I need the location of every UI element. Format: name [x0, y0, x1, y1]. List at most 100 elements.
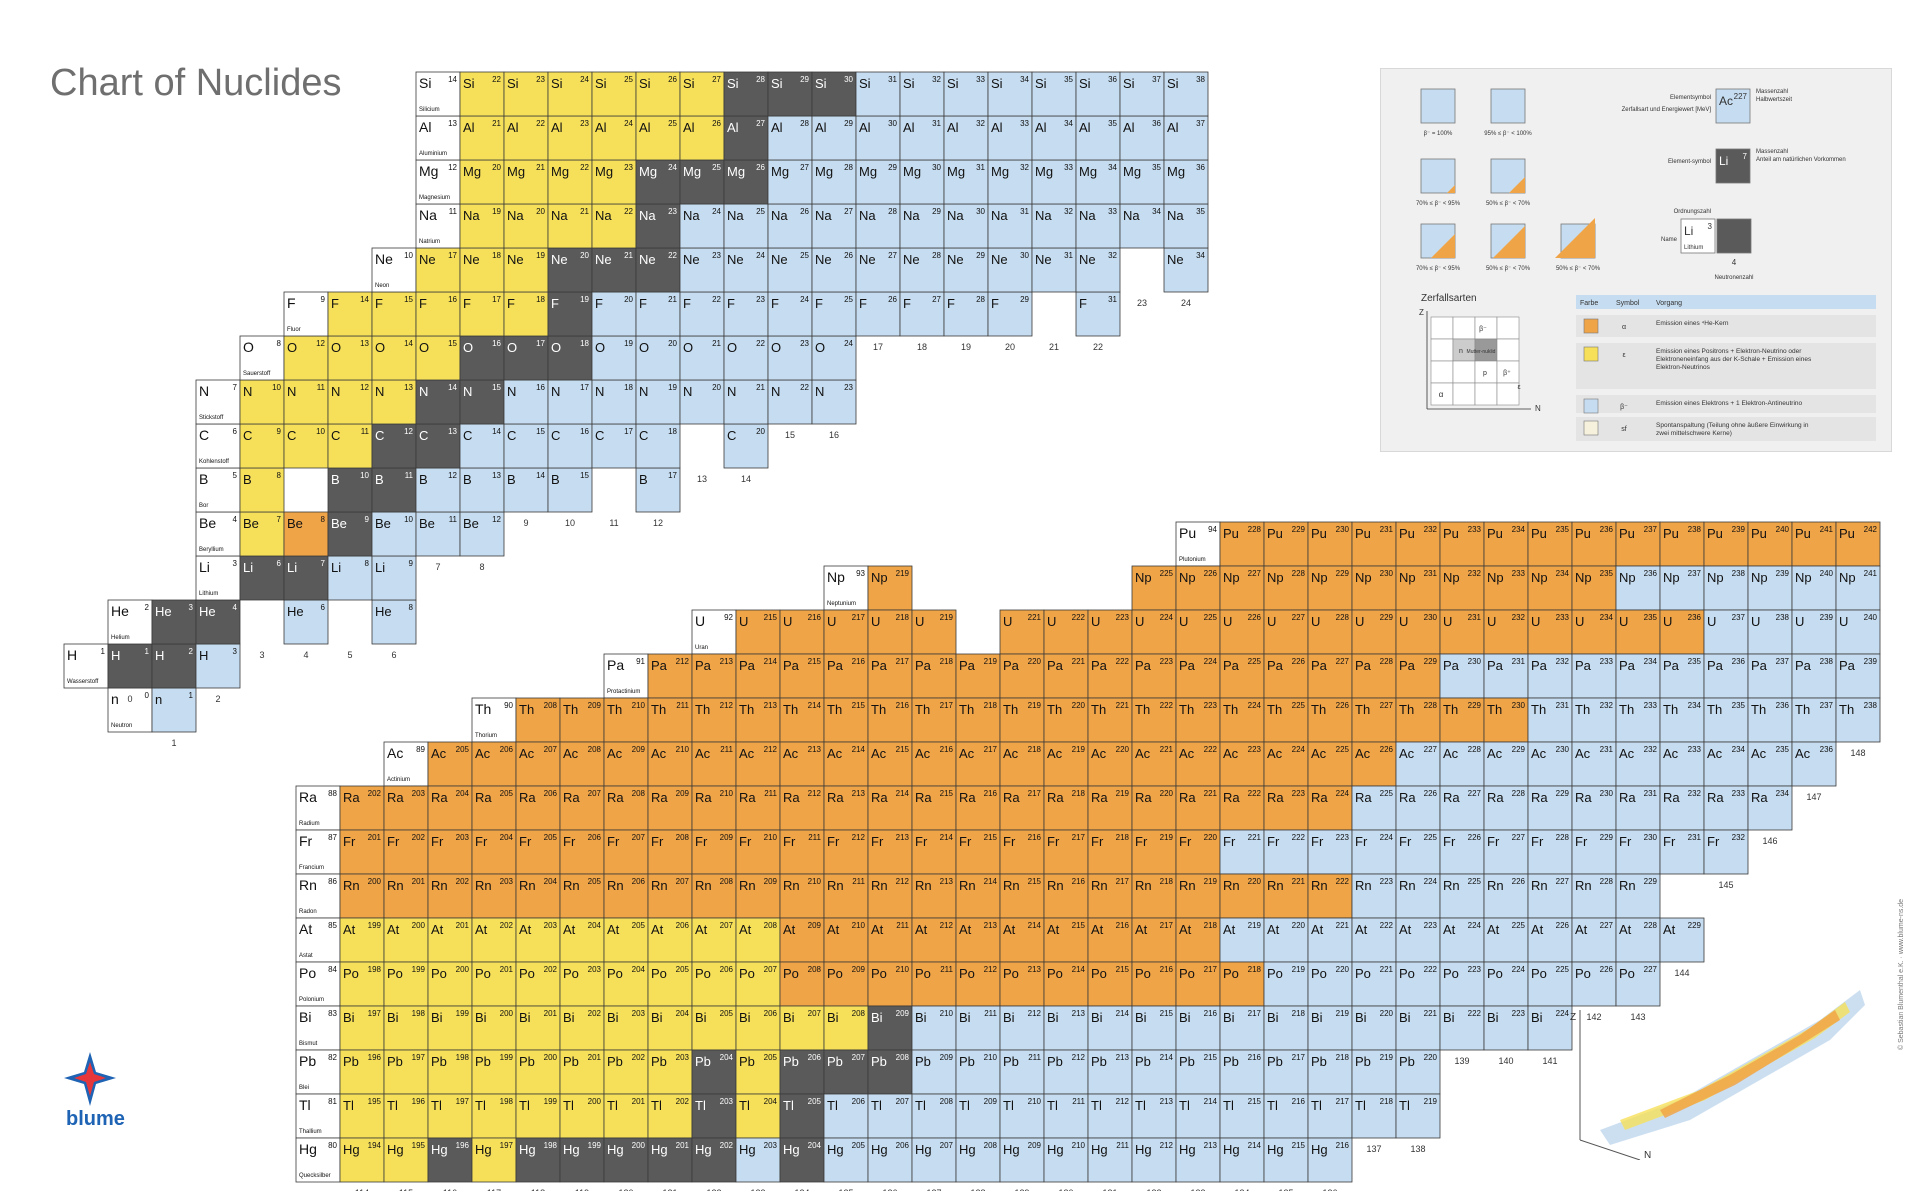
- nuclide-symbol: Fr: [1267, 834, 1280, 849]
- nuclide-cell: Ra 202: [339, 785, 385, 831]
- nuclide-mass: 220: [1028, 657, 1042, 666]
- decay-grid-cell: [1496, 338, 1520, 362]
- nuclide-mass: 218: [1336, 1053, 1350, 1062]
- nuclide-cell: Po 215: [1087, 961, 1133, 1007]
- nuclide-mass: 212: [1028, 1009, 1042, 1018]
- nuclide-mass: 27: [844, 207, 853, 216]
- n-axis-label: 133: [1190, 1188, 1205, 1191]
- nuclide-cell: Tl 203: [691, 1093, 737, 1139]
- nuclide-mass: 21: [492, 119, 501, 128]
- key-mass: 7: [1743, 152, 1748, 161]
- nuclide-symbol: Ac: [1707, 746, 1723, 761]
- nuclide-symbol: Si: [903, 76, 915, 91]
- nuclide-mass: 202: [544, 965, 558, 974]
- nuclide-cell: Fr 221: [1219, 829, 1265, 875]
- nuclide-symbol: F: [375, 296, 383, 311]
- nuclide-cell: Li 8: [327, 555, 373, 601]
- nuclide-cell: U 223: [1087, 609, 1133, 655]
- nuclide-cell: He 6: [283, 599, 329, 645]
- nuclide-symbol: Fr: [871, 834, 884, 849]
- nuclide-mass: 32: [932, 75, 941, 84]
- element-name: Silicium: [419, 107, 440, 113]
- n-axis-label: 132: [1146, 1188, 1161, 1191]
- nuclide-cell: Bi 197: [339, 1005, 385, 1051]
- nuclide-cell: N 14: [415, 379, 461, 425]
- nuclide-cell: Tl 199: [515, 1093, 561, 1139]
- nuclide-mass: 230: [1336, 525, 1350, 534]
- nuclide-mass: 12: [448, 471, 457, 480]
- nuclide-cell: Ra 216: [955, 785, 1001, 831]
- nuclide-cell: U 236: [1659, 609, 1705, 655]
- element-name: Francium: [299, 865, 324, 871]
- nuclide-cell: Bi 221: [1395, 1005, 1441, 1051]
- n-axis-label: 3: [259, 650, 264, 660]
- nuclide-symbol: Tl: [651, 1098, 662, 1113]
- nuclide-mass: 224: [1248, 701, 1262, 710]
- nuclide-cell: Pb 219: [1351, 1049, 1397, 1095]
- nuclide-symbol: Ne: [1079, 252, 1096, 267]
- nuclide-mass: 209: [984, 1097, 998, 1106]
- nuclide-symbol: Pa: [651, 658, 668, 673]
- nuclide-cell: Rn 210: [779, 873, 825, 919]
- nuclide-mass: 32: [1108, 251, 1117, 260]
- nuclide-symbol: Th: [1399, 702, 1414, 717]
- legend-table-header: [1576, 295, 1876, 309]
- nuclide-mass: 212: [1072, 1053, 1086, 1062]
- nuclide-symbol: Ac: [783, 746, 799, 761]
- nuclide-cell: Ac 209: [603, 741, 649, 787]
- nuclide-symbol: Rn: [1135, 878, 1152, 893]
- nuclide-mass: 23: [624, 163, 633, 172]
- nuclide-mass: 16: [536, 383, 545, 392]
- nuclide-symbol: Hg: [651, 1142, 668, 1157]
- nuclide-cell: F 22: [679, 291, 725, 337]
- nuclide-mass: 222: [1468, 1009, 1482, 1018]
- nuclide-mass: 28: [844, 163, 853, 172]
- element-symbol: He: [111, 603, 129, 619]
- nuclide-cell: Al 23: [547, 115, 593, 161]
- legend-row-symbol: β⁻: [1620, 404, 1628, 411]
- element-name: Polonium: [299, 997, 324, 1003]
- nuclide-mass: 200: [500, 1009, 514, 1018]
- nuclide-symbol: Rn: [1487, 878, 1504, 893]
- nuclide-mass: 201: [412, 877, 426, 886]
- nuclide-symbol: Ac: [1663, 746, 1679, 761]
- nuclide-symbol: B: [463, 472, 472, 487]
- nuclide-symbol: Ne: [991, 252, 1008, 267]
- nuclide-cell: U 240: [1835, 609, 1881, 655]
- nuclide-cell: Pb 207: [823, 1049, 869, 1095]
- nuclide-mass: 28: [800, 119, 809, 128]
- element-symbol: n: [111, 691, 119, 707]
- nuclide-symbol: Pa: [1575, 658, 1592, 673]
- nuclide-mass: 21: [712, 339, 721, 348]
- nuclide-symbol: F: [859, 296, 867, 311]
- nuclide-mass: 211: [852, 877, 865, 886]
- nuclide-mass: 210: [1072, 1141, 1086, 1150]
- nuclide-cell: Rn 201: [383, 873, 429, 919]
- nuclide-symbol: F: [947, 296, 955, 311]
- nuclide-symbol: Fr: [1179, 834, 1192, 849]
- nuclide-cell: Pb 202: [603, 1049, 649, 1095]
- nuclide-mass: 26: [668, 75, 677, 84]
- nuclide-mass: 28: [932, 251, 941, 260]
- nuclide-cell: Po 212: [955, 961, 1001, 1007]
- nuclide-mass: 22: [668, 251, 677, 260]
- nuclide-symbol: Bi: [387, 1010, 399, 1025]
- nuclide-symbol: O: [639, 340, 649, 355]
- nuclide-symbol: N: [287, 384, 296, 399]
- nuclide-symbol: Pu: [1531, 526, 1547, 541]
- nuclide-symbol: Pb: [1047, 1054, 1063, 1069]
- nuclide-cell: U 227: [1263, 609, 1309, 655]
- nuclide-symbol: Ne: [1035, 252, 1052, 267]
- nuclide-symbol: Pb: [607, 1054, 623, 1069]
- nuclide-cell: Ac 220: [1087, 741, 1133, 787]
- nuclide-symbol: Tl: [1135, 1098, 1146, 1113]
- nuclide-symbol: Th: [1839, 702, 1854, 717]
- nuclide-cell: Al 21: [459, 115, 505, 161]
- nuclide-mass: 210: [940, 1009, 954, 1018]
- nuclide-cell: Rn 219: [1175, 873, 1221, 919]
- nuclide-cell: Rn 214: [955, 873, 1001, 919]
- nuclide-cell: O 15: [415, 335, 461, 381]
- nuclide-cell: Th 214: [779, 697, 825, 743]
